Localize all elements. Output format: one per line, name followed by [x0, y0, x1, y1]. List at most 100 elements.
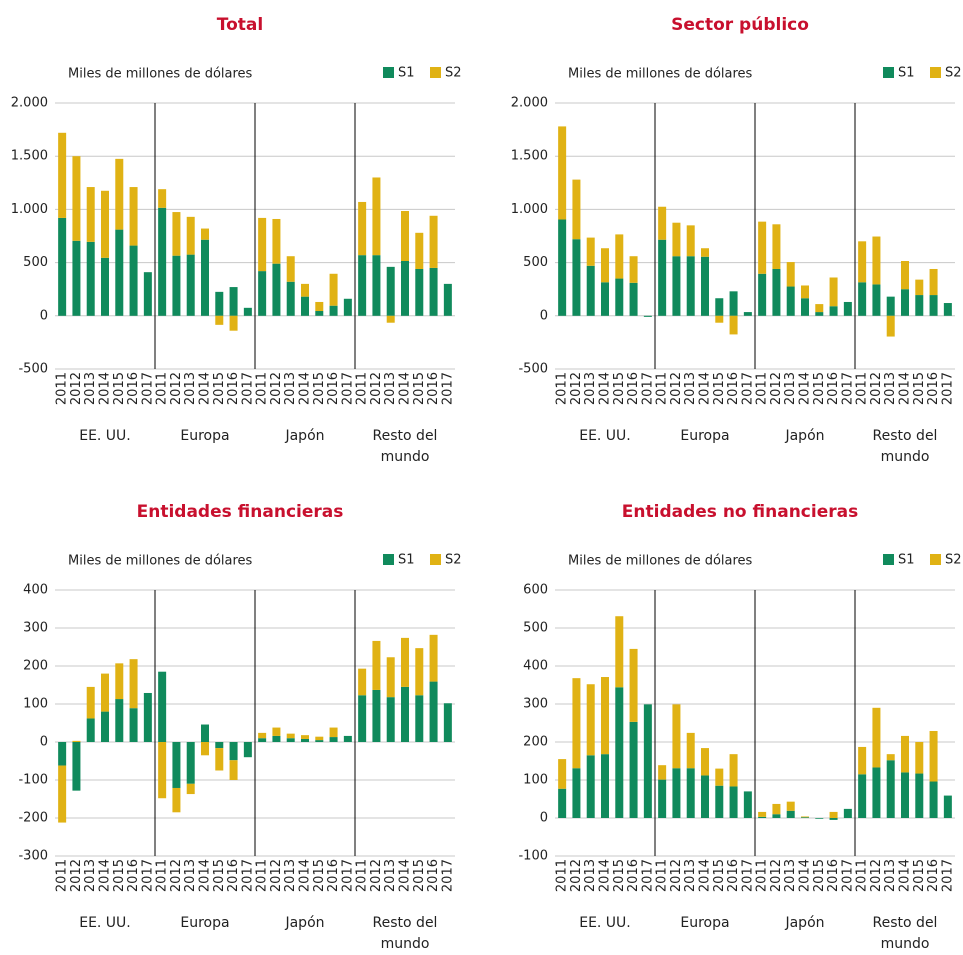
- bar: [886, 315, 895, 337]
- x-tick-label: 2013: [783, 859, 798, 892]
- bar: [58, 217, 67, 316]
- x-tick-label: 2012: [169, 859, 184, 892]
- x-tick-label: 2011: [855, 859, 870, 892]
- group-label: Resto del mundo: [872, 428, 938, 465]
- group-label: Resto del mundo: [872, 915, 938, 952]
- bar: [72, 156, 81, 241]
- group-label: EE. UU.: [79, 915, 131, 931]
- legend-label: S2: [445, 553, 462, 568]
- x-tick-label: 2016: [126, 372, 141, 405]
- bar: [315, 736, 324, 741]
- group-label: Japón: [285, 428, 325, 444]
- y-tick-label: 200: [23, 659, 48, 674]
- bar: [258, 738, 267, 742]
- y-tick-label: 1.500: [11, 149, 48, 164]
- x-tick-label: 2015: [412, 859, 427, 892]
- bar: [886, 296, 895, 316]
- bar: [729, 786, 738, 818]
- bar: [829, 306, 838, 316]
- x-tick-label: 2012: [369, 859, 384, 892]
- x-tick-label: 2012: [769, 372, 784, 405]
- bar: [729, 754, 738, 787]
- bar: [415, 268, 424, 316]
- x-tick-label: 2013: [83, 859, 98, 892]
- bar: [401, 210, 409, 262]
- bar: [158, 742, 167, 799]
- bar: [358, 201, 367, 256]
- x-tick-label: 2011: [155, 859, 170, 892]
- bar: [558, 759, 567, 789]
- bar: [429, 267, 438, 316]
- bar: [186, 783, 195, 795]
- bar: [215, 291, 224, 316]
- x-tick-label: 2016: [126, 859, 141, 892]
- x-tick-label: 2014: [598, 372, 613, 405]
- x-tick-label: 2011: [155, 372, 170, 405]
- bar: [801, 816, 809, 818]
- x-tick-label: 2017: [340, 372, 355, 405]
- x-tick-label: 2014: [298, 859, 313, 892]
- bar: [601, 754, 609, 818]
- bar: [815, 304, 824, 313]
- x-tick-label: 2012: [569, 372, 584, 405]
- bar: [829, 277, 838, 307]
- x-tick-label: 2012: [169, 372, 184, 405]
- bar: [715, 298, 724, 316]
- bar: [401, 637, 409, 687]
- bar: [901, 772, 909, 818]
- bar: [443, 703, 452, 742]
- bar: [915, 295, 924, 316]
- bar: [629, 282, 638, 316]
- bar: [929, 730, 938, 782]
- bar: [58, 765, 67, 823]
- x-tick-label: 2016: [826, 859, 841, 892]
- bar: [815, 312, 824, 316]
- bar: [858, 774, 867, 818]
- legend-label: S2: [945, 553, 962, 568]
- bar: [358, 668, 367, 696]
- bar: [586, 684, 595, 756]
- bar: [672, 704, 681, 769]
- x-tick-label: 2012: [269, 372, 284, 405]
- bar: [586, 755, 595, 818]
- x-tick-label: 2011: [55, 859, 70, 892]
- x-tick-label: 2012: [869, 859, 884, 892]
- bar: [629, 721, 638, 818]
- x-tick-label: 2012: [69, 859, 84, 892]
- x-tick-label: 2016: [326, 859, 341, 892]
- bar: [172, 255, 181, 316]
- bar: [101, 190, 109, 258]
- legend-swatch: [930, 67, 941, 78]
- y-tick-label: 0: [40, 735, 48, 750]
- bar: [86, 241, 95, 316]
- bar: [386, 697, 395, 742]
- legend-swatch: [383, 67, 394, 78]
- bar: [915, 742, 924, 774]
- bar: [401, 261, 409, 316]
- bar: [272, 263, 281, 316]
- bar: [286, 281, 295, 316]
- x-tick-label: 2016: [626, 859, 641, 892]
- x-tick-label: 2014: [898, 372, 913, 405]
- x-tick-label: 2013: [383, 372, 398, 405]
- bar: [86, 686, 95, 719]
- bar: [58, 742, 67, 766]
- x-tick-label: 2017: [840, 372, 855, 405]
- bar: [686, 768, 695, 818]
- group-label: Japón: [785, 915, 825, 931]
- legend-swatch: [930, 554, 941, 565]
- x-tick-label: 2017: [640, 859, 655, 892]
- x-tick-label: 2017: [940, 372, 955, 405]
- bar: [786, 801, 795, 811]
- y-tick-label: 400: [523, 659, 548, 674]
- bar: [772, 268, 781, 316]
- x-tick-label: 2015: [912, 859, 927, 892]
- bar: [772, 814, 781, 818]
- chart-title: Entidades financieras: [137, 502, 344, 522]
- bar: [629, 256, 638, 283]
- x-tick-label: 2012: [569, 859, 584, 892]
- bar: [672, 256, 681, 316]
- legend-swatch: [883, 554, 894, 565]
